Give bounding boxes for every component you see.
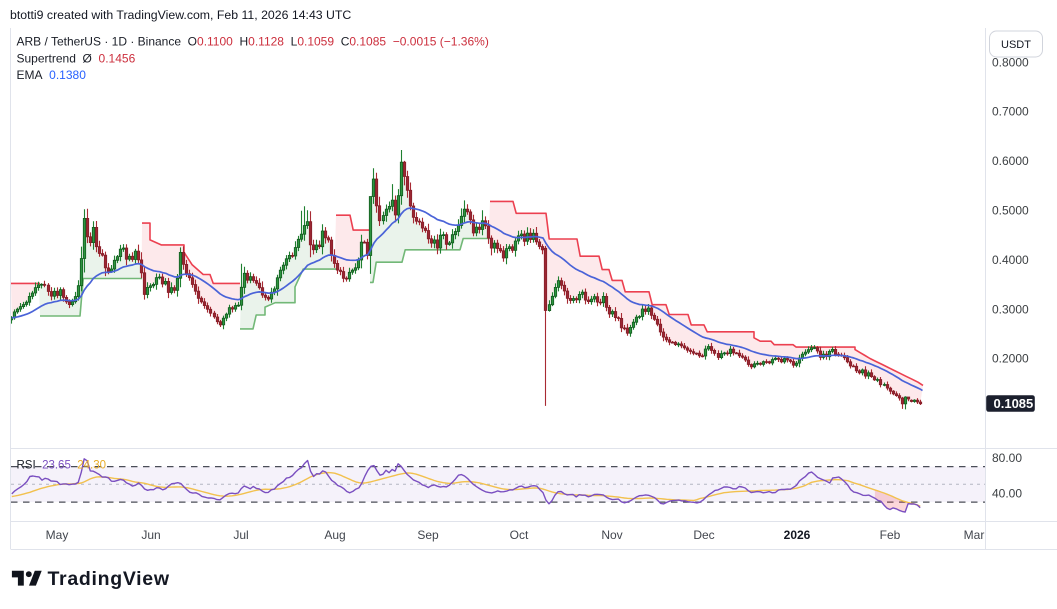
svg-text:0.5000: 0.5000 (992, 204, 1029, 218)
svg-text:Nov: Nov (601, 528, 622, 542)
svg-text:Supertrend Ø 0.1456: Supertrend Ø 0.1456 (17, 52, 136, 66)
svg-text:Sep: Sep (417, 528, 439, 542)
svg-text:Dec: Dec (693, 528, 714, 542)
svg-text:0.4000: 0.4000 (992, 253, 1029, 267)
svg-text:btotti9 created with TradingVi: btotti9 created with TradingView.com, Fe… (10, 8, 351, 22)
svg-text:Jun: Jun (141, 528, 160, 542)
svg-text:ARB / TetherUS · 1D · Binance: ARB / TetherUS · 1D · Binance O0.1100 H0… (17, 35, 489, 49)
svg-text:USDT: USDT (1001, 39, 1031, 51)
svg-text:Aug: Aug (324, 528, 345, 542)
svg-text:2026: 2026 (784, 528, 811, 542)
svg-text:Mar: Mar (964, 528, 985, 542)
svg-text:May: May (46, 528, 69, 542)
svg-text:0.3000: 0.3000 (992, 302, 1029, 316)
svg-text:0.7000: 0.7000 (992, 105, 1029, 119)
svg-text:TradingView: TradingView (48, 568, 170, 590)
svg-text:0.8000: 0.8000 (992, 55, 1029, 69)
svg-text:0.1085: 0.1085 (994, 396, 1034, 411)
svg-text:RSI 23.65 24.30: RSI 23.65 24.30 (17, 460, 107, 472)
svg-text:Oct: Oct (510, 528, 529, 542)
svg-text:0.6000: 0.6000 (992, 154, 1029, 168)
svg-text:Feb: Feb (880, 528, 901, 542)
svg-text:80.00: 80.00 (992, 451, 1022, 465)
svg-text:Jul: Jul (233, 528, 248, 542)
svg-text:0.2000: 0.2000 (992, 352, 1029, 366)
svg-text:EMA 0.1380: EMA 0.1380 (17, 68, 87, 82)
svg-text:40.00: 40.00 (992, 486, 1022, 500)
